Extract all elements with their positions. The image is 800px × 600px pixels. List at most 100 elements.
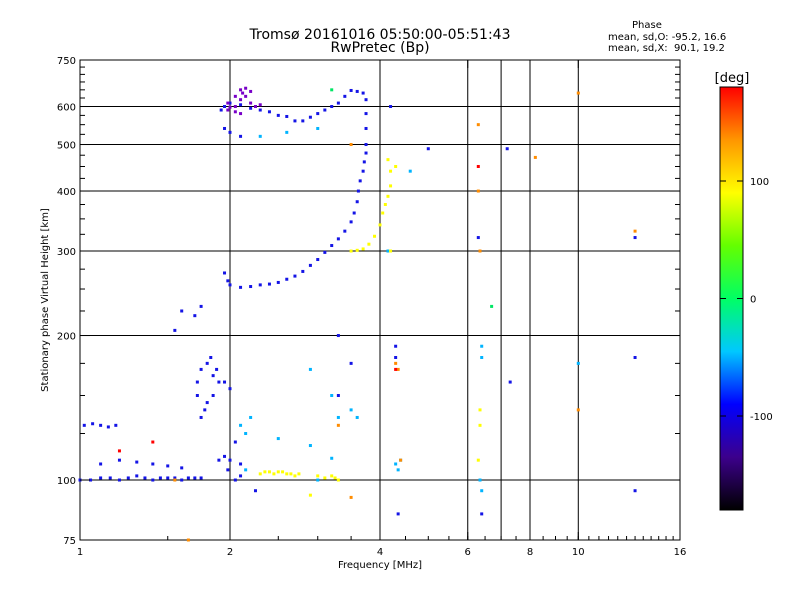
data-point [349,361,353,365]
data-point [308,367,312,371]
phase-stats-x: mean, sd,X: 90.1, 19.2 [608,43,725,54]
data-point [143,476,147,480]
data-point [408,169,412,173]
data-point [361,91,365,95]
data-point [352,211,356,215]
data-point [508,380,512,384]
data-point [355,415,359,419]
data-point [239,285,243,289]
data-point [394,344,398,348]
y-tick-label: 300 [57,247,76,258]
data-point [276,437,280,441]
data-point [223,454,227,458]
data-point [276,113,280,117]
data-point [195,394,199,398]
data-point [381,211,385,215]
x-tick-label: 16 [674,547,687,558]
data-point [244,94,248,98]
colorbar-label: [deg] [715,71,750,86]
phase-stats-o: mean, sd,O: -95.2, 16.6 [608,32,727,43]
data-point [394,164,398,168]
data-point [285,114,289,118]
axes: 1 2 4 6 8 10 16 75 100 200 300 400 500 600 750 [57,56,686,558]
data-point [173,478,177,482]
y-tick-label: 75 [63,536,76,547]
data-point [633,355,637,359]
data-point [361,247,365,251]
data-point [180,466,184,470]
data-point [349,143,353,147]
data-point [394,355,398,359]
data-point [633,229,637,233]
data-point [358,179,362,183]
y-tick-label: 400 [57,187,76,198]
data-point [478,478,482,482]
data-point [217,380,221,384]
data-point [108,476,112,480]
data-point [228,458,232,462]
data-point [233,94,237,98]
phase-title: Phase [632,20,662,31]
data-point [228,130,232,134]
data-point [223,126,227,130]
data-point [533,155,537,159]
data-point [239,88,243,92]
data-point [228,283,232,287]
data-point [173,476,177,480]
data-point [373,234,377,238]
data-point [362,160,366,164]
data-point [364,143,368,147]
data-point [316,258,320,262]
data-point [478,423,482,427]
data-point [505,147,509,151]
data-point [330,394,334,398]
data-point [91,422,95,426]
data-point [336,101,340,105]
data-point [293,474,297,478]
data-point [323,476,327,480]
data-point [301,119,305,123]
data-point [217,458,221,462]
data-point [480,489,484,493]
data-point [355,200,359,204]
data-point [226,279,230,283]
data-point [106,425,110,429]
data-point [249,415,253,419]
data-point [364,112,368,116]
data-point [394,367,398,371]
y-tick-label: 600 [57,103,76,114]
data-point [478,249,482,253]
data-point [396,512,400,516]
data-point [478,408,482,412]
y-tick-label: 500 [57,141,76,152]
data-point [193,476,197,480]
data-point [233,440,237,444]
colorbar-tick-label: 0 [750,295,756,306]
data-point [253,105,257,109]
data-point [258,108,262,112]
data-point [330,105,334,109]
data-point [99,462,103,466]
data-point [151,462,155,466]
data-point [215,367,219,371]
data-point [289,472,293,476]
data-point [166,476,170,480]
data-point [89,478,93,482]
data-point [114,423,118,427]
data-point [336,334,340,338]
data-point [389,249,393,253]
data-point [316,112,320,116]
data-point [336,394,340,398]
data-point [249,106,253,110]
data-point [228,387,232,391]
data-point [349,88,353,92]
data-point [336,237,340,241]
data-point [355,89,359,93]
data-point [209,355,213,359]
data-point [203,408,207,412]
x-tick-label: 2 [227,547,233,558]
y-tick-label: 200 [57,332,76,343]
data-point [308,115,312,119]
data-point [343,229,347,233]
data-point [158,476,162,480]
